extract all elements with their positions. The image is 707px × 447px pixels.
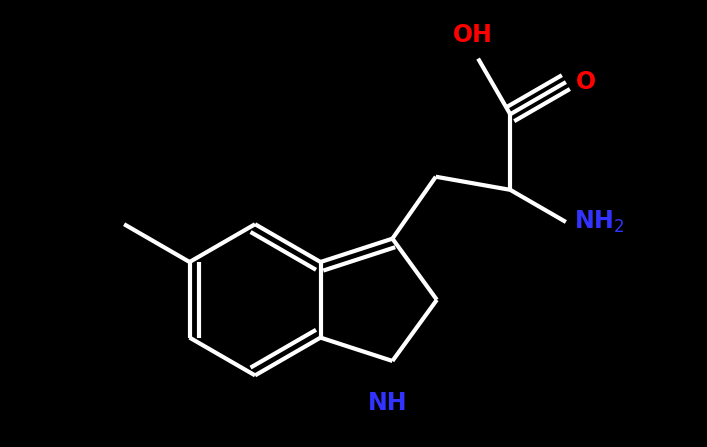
Text: OH: OH: [453, 23, 493, 46]
Text: O: O: [576, 70, 596, 94]
Text: NH$_2$: NH$_2$: [574, 209, 624, 235]
Text: NH: NH: [368, 391, 407, 415]
